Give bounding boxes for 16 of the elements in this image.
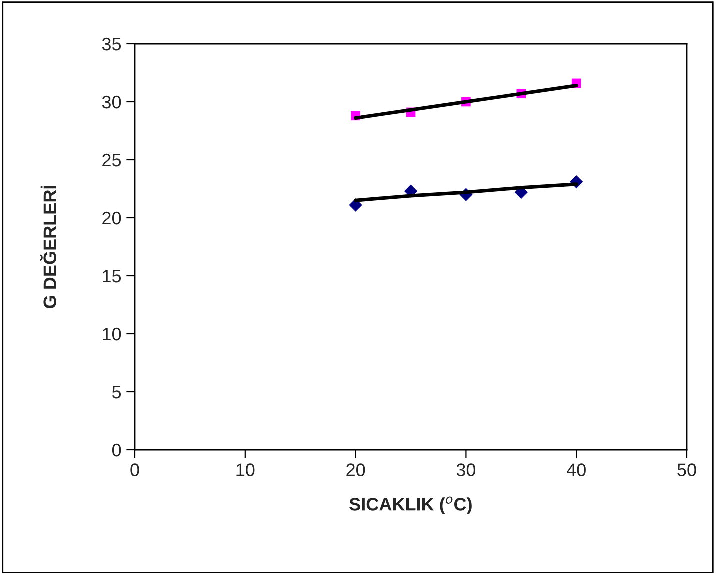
y-tick-label: 30	[102, 96, 122, 109]
x-tick-label: 20	[346, 464, 366, 476]
y-tick-label: 25	[102, 154, 122, 167]
x-tick-label: 30	[456, 464, 476, 476]
x-tick-label: 40	[566, 464, 586, 476]
y-tick-label: 15	[103, 270, 122, 283]
y-tick-label: 10	[103, 328, 122, 341]
x-tick-label: 10	[236, 464, 255, 476]
y-axis-title: G DEĞERLERİ	[40, 186, 56, 308]
x-tick-label: 0	[130, 464, 140, 476]
y-tick-label: 20	[102, 212, 122, 225]
y-tick-label: 5	[112, 386, 122, 399]
y-tick-label: 35	[102, 38, 122, 51]
x-tick-label: 50	[678, 464, 696, 476]
x-axis-title: SICAKLIK ($^{o}$C)	[350, 496, 472, 514]
y-tick-label: 0	[112, 444, 122, 457]
